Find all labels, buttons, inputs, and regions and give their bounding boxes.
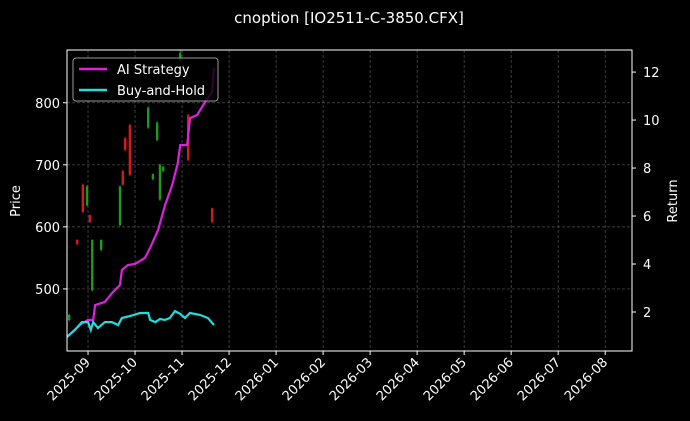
candle-body — [88, 215, 92, 222]
series-line — [67, 67, 216, 338]
y2-tick-label: 10 — [643, 114, 660, 129]
y-tick-label: 600 — [35, 221, 60, 236]
y2-tick-label: 2 — [643, 306, 651, 321]
chart-title: cnoption [IO2511-C-3850.CFX] — [234, 9, 464, 27]
candle-body — [81, 184, 85, 212]
y2-tick-label: 12 — [643, 66, 660, 81]
candle-body — [155, 122, 159, 140]
candle-body — [128, 125, 132, 175]
candle-body — [146, 107, 150, 128]
candle-body — [158, 164, 162, 200]
legend-box — [72, 57, 219, 102]
plot-area — [67, 50, 216, 338]
y2-tick-label: 8 — [643, 162, 651, 177]
y-tick-label: 800 — [35, 97, 60, 112]
y-tick-label: 700 — [35, 159, 60, 174]
legend-label: Buy-and-Hold — [117, 84, 205, 99]
candle-body — [91, 239, 94, 291]
y2-axis-label: Return — [666, 179, 681, 222]
candle-body — [121, 171, 125, 185]
candle-body — [118, 186, 122, 226]
candle-body — [162, 166, 165, 172]
candle-body — [151, 174, 155, 180]
plot-frame — [66, 49, 633, 352]
candle-body — [99, 239, 103, 250]
legend: AI Strategy Buy-and-Hold — [72, 57, 219, 102]
series-line — [67, 309, 215, 338]
y-tick-label: 500 — [35, 283, 60, 298]
candle-body — [68, 315, 71, 320]
candle-body — [85, 186, 89, 206]
candle-body — [210, 208, 214, 222]
y2-tick-label: 6 — [643, 210, 651, 225]
candle-body — [76, 239, 79, 245]
candle-body — [123, 138, 127, 150]
candle-body — [178, 53, 182, 61]
y-axis-label: Price — [9, 185, 24, 217]
legend-label: AI Strategy — [117, 63, 190, 78]
y2-tick-label: 4 — [643, 258, 651, 273]
